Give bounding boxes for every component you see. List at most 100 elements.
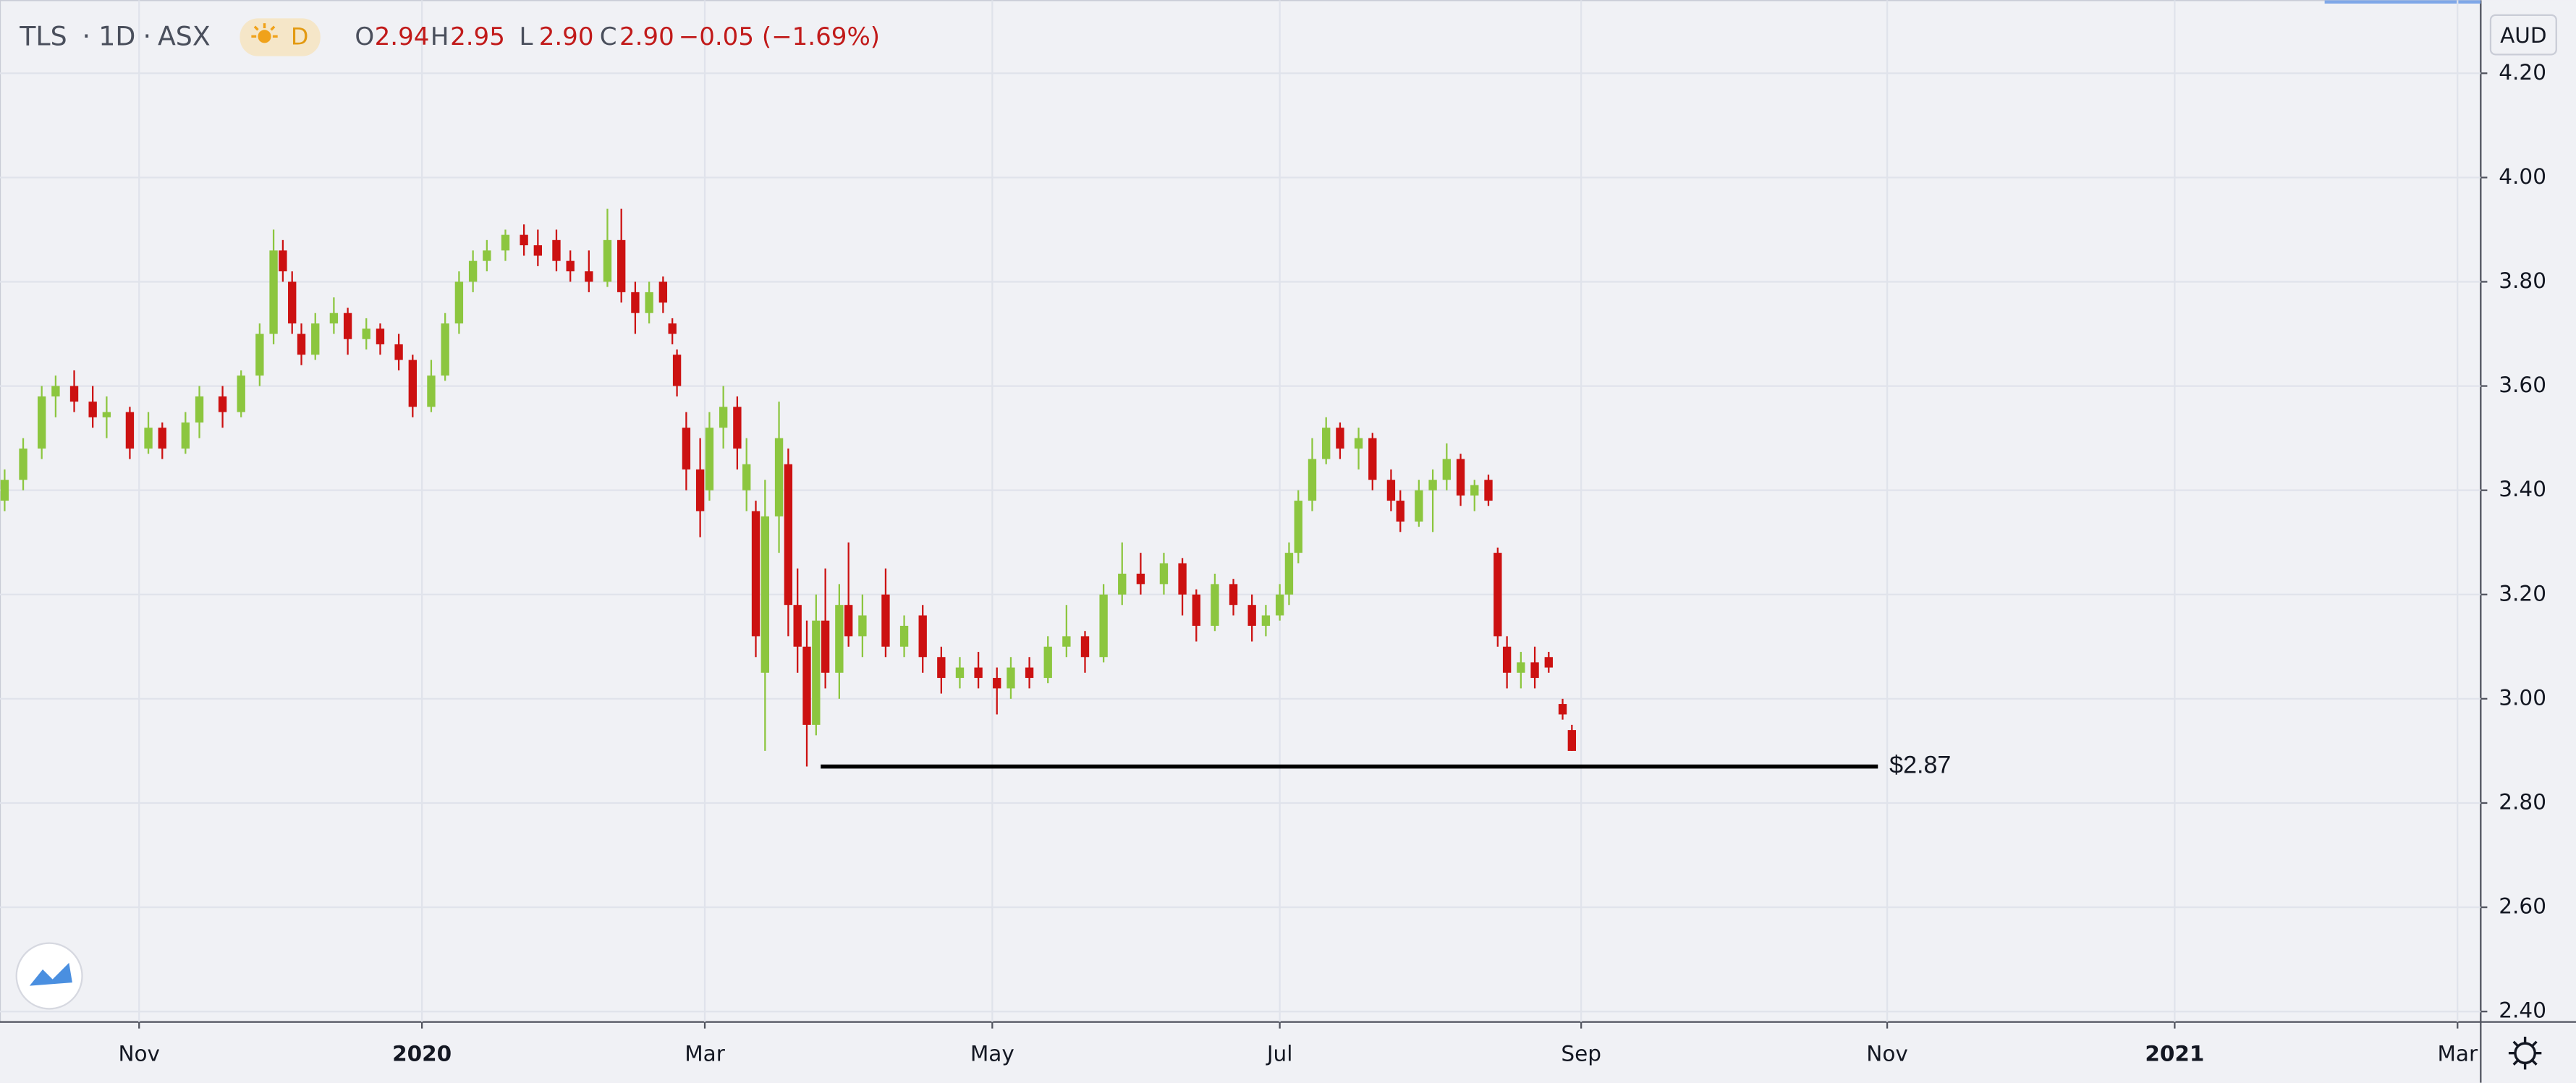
candle-body (1502, 646, 1512, 673)
candle-body (1211, 584, 1219, 627)
x-tick-label: May (970, 1042, 1014, 1066)
candle-body (719, 407, 728, 428)
x-tick-label: Jul (1266, 1042, 1293, 1066)
candle-body (1080, 636, 1090, 658)
candle-body (1062, 636, 1071, 647)
candle-body (552, 239, 561, 261)
settings-icon[interactable] (2508, 1037, 2542, 1070)
separator: · (143, 21, 152, 52)
candle-body (218, 396, 227, 412)
candle-body (1043, 646, 1052, 679)
candle-body (1178, 563, 1187, 595)
candle-body (144, 428, 153, 449)
candle-body (288, 281, 297, 324)
candle-body (993, 678, 1001, 689)
candle-body (658, 281, 668, 303)
candle-body (1354, 438, 1363, 449)
candle-body (1192, 594, 1200, 627)
candle-body (311, 323, 320, 355)
candle-body (362, 328, 370, 339)
candles (0, 208, 1878, 769)
candle-body (329, 313, 339, 324)
candle-body (858, 615, 867, 637)
candle-body (19, 449, 27, 480)
candle-body (158, 428, 166, 449)
candle-body (102, 412, 111, 417)
candle-body (1025, 667, 1034, 679)
candle-body (1284, 553, 1294, 595)
candle-body (603, 239, 612, 282)
y-tick-label: 2.60 (2499, 894, 2546, 919)
ohlc-value: 2.94 (375, 22, 430, 51)
candle-body (682, 428, 691, 470)
candle-body (566, 260, 575, 272)
y-tick-label: 3.80 (2499, 268, 2546, 293)
candle-body (1336, 428, 1344, 449)
separator: · (82, 21, 91, 52)
ohlc-value: 2.90 (619, 22, 674, 51)
candle-body (394, 344, 403, 360)
candle-body (454, 281, 464, 324)
y-tick-label: 3.20 (2499, 581, 2546, 606)
candle-body (1456, 459, 1465, 496)
candle-body (1544, 657, 1553, 668)
candle-body (408, 360, 417, 407)
candle-body (668, 323, 677, 334)
candle-body (195, 396, 204, 423)
candle-body (784, 464, 793, 606)
gear-teeth (2508, 1037, 2542, 1070)
grid (0, 0, 2481, 1022)
ohlc-value: 2.95 (450, 22, 505, 51)
candle-body (937, 657, 946, 679)
candle-body (812, 620, 821, 725)
candle-body (751, 511, 760, 637)
y-tick-label: 4.20 (2499, 60, 2546, 85)
candle-body (1442, 459, 1451, 480)
candle-body (793, 605, 802, 647)
x-tick-label: Nov (1866, 1042, 1908, 1066)
x-tick-label: Mar (685, 1042, 726, 1066)
candle-body (835, 605, 844, 673)
candle-body (427, 375, 436, 407)
candle-body (1136, 573, 1145, 585)
currency: AUD (2500, 23, 2547, 48)
candle-body (974, 667, 983, 679)
currency-box[interactable] (2489, 14, 2557, 56)
logo[interactable] (15, 942, 83, 1010)
candle-body (1229, 584, 1238, 606)
candle-body (1261, 615, 1271, 627)
candle-body (279, 250, 287, 272)
candle-body (255, 334, 264, 376)
candle-body (1567, 730, 1577, 751)
sun-rays (251, 23, 278, 38)
candle-body (0, 480, 9, 501)
x-tick-label: 2020 (392, 1042, 452, 1066)
candle-body (1275, 594, 1284, 616)
candle-body (37, 396, 46, 449)
top-indicator (2324, 0, 2481, 4)
candle-body (955, 667, 965, 679)
candle-body (774, 438, 784, 517)
plot-area (0, 0, 2482, 1023)
candle-body (1386, 480, 1396, 501)
candle-body (468, 260, 478, 282)
x-tick-label: Mar (2437, 1042, 2478, 1066)
candle-body (441, 323, 449, 376)
badge[interactable] (240, 18, 321, 56)
candle-body (760, 516, 770, 673)
candle-body (1322, 428, 1331, 459)
level-label: $2.87 (1889, 752, 1951, 779)
y-tick-label: 2.40 (2499, 998, 2546, 1023)
candle-body (821, 620, 830, 673)
candle-body (585, 271, 593, 282)
y-tick-label: 4.00 (2499, 164, 2546, 189)
candle-body (1308, 459, 1317, 501)
ohlc-key: O (355, 22, 374, 51)
candle-body (297, 334, 306, 355)
ohlc-value: 2.90 (539, 22, 594, 51)
candle-body (269, 250, 278, 334)
ohlc-key: C (600, 22, 617, 51)
candle-body (1558, 704, 1567, 715)
candle-body (695, 469, 705, 511)
